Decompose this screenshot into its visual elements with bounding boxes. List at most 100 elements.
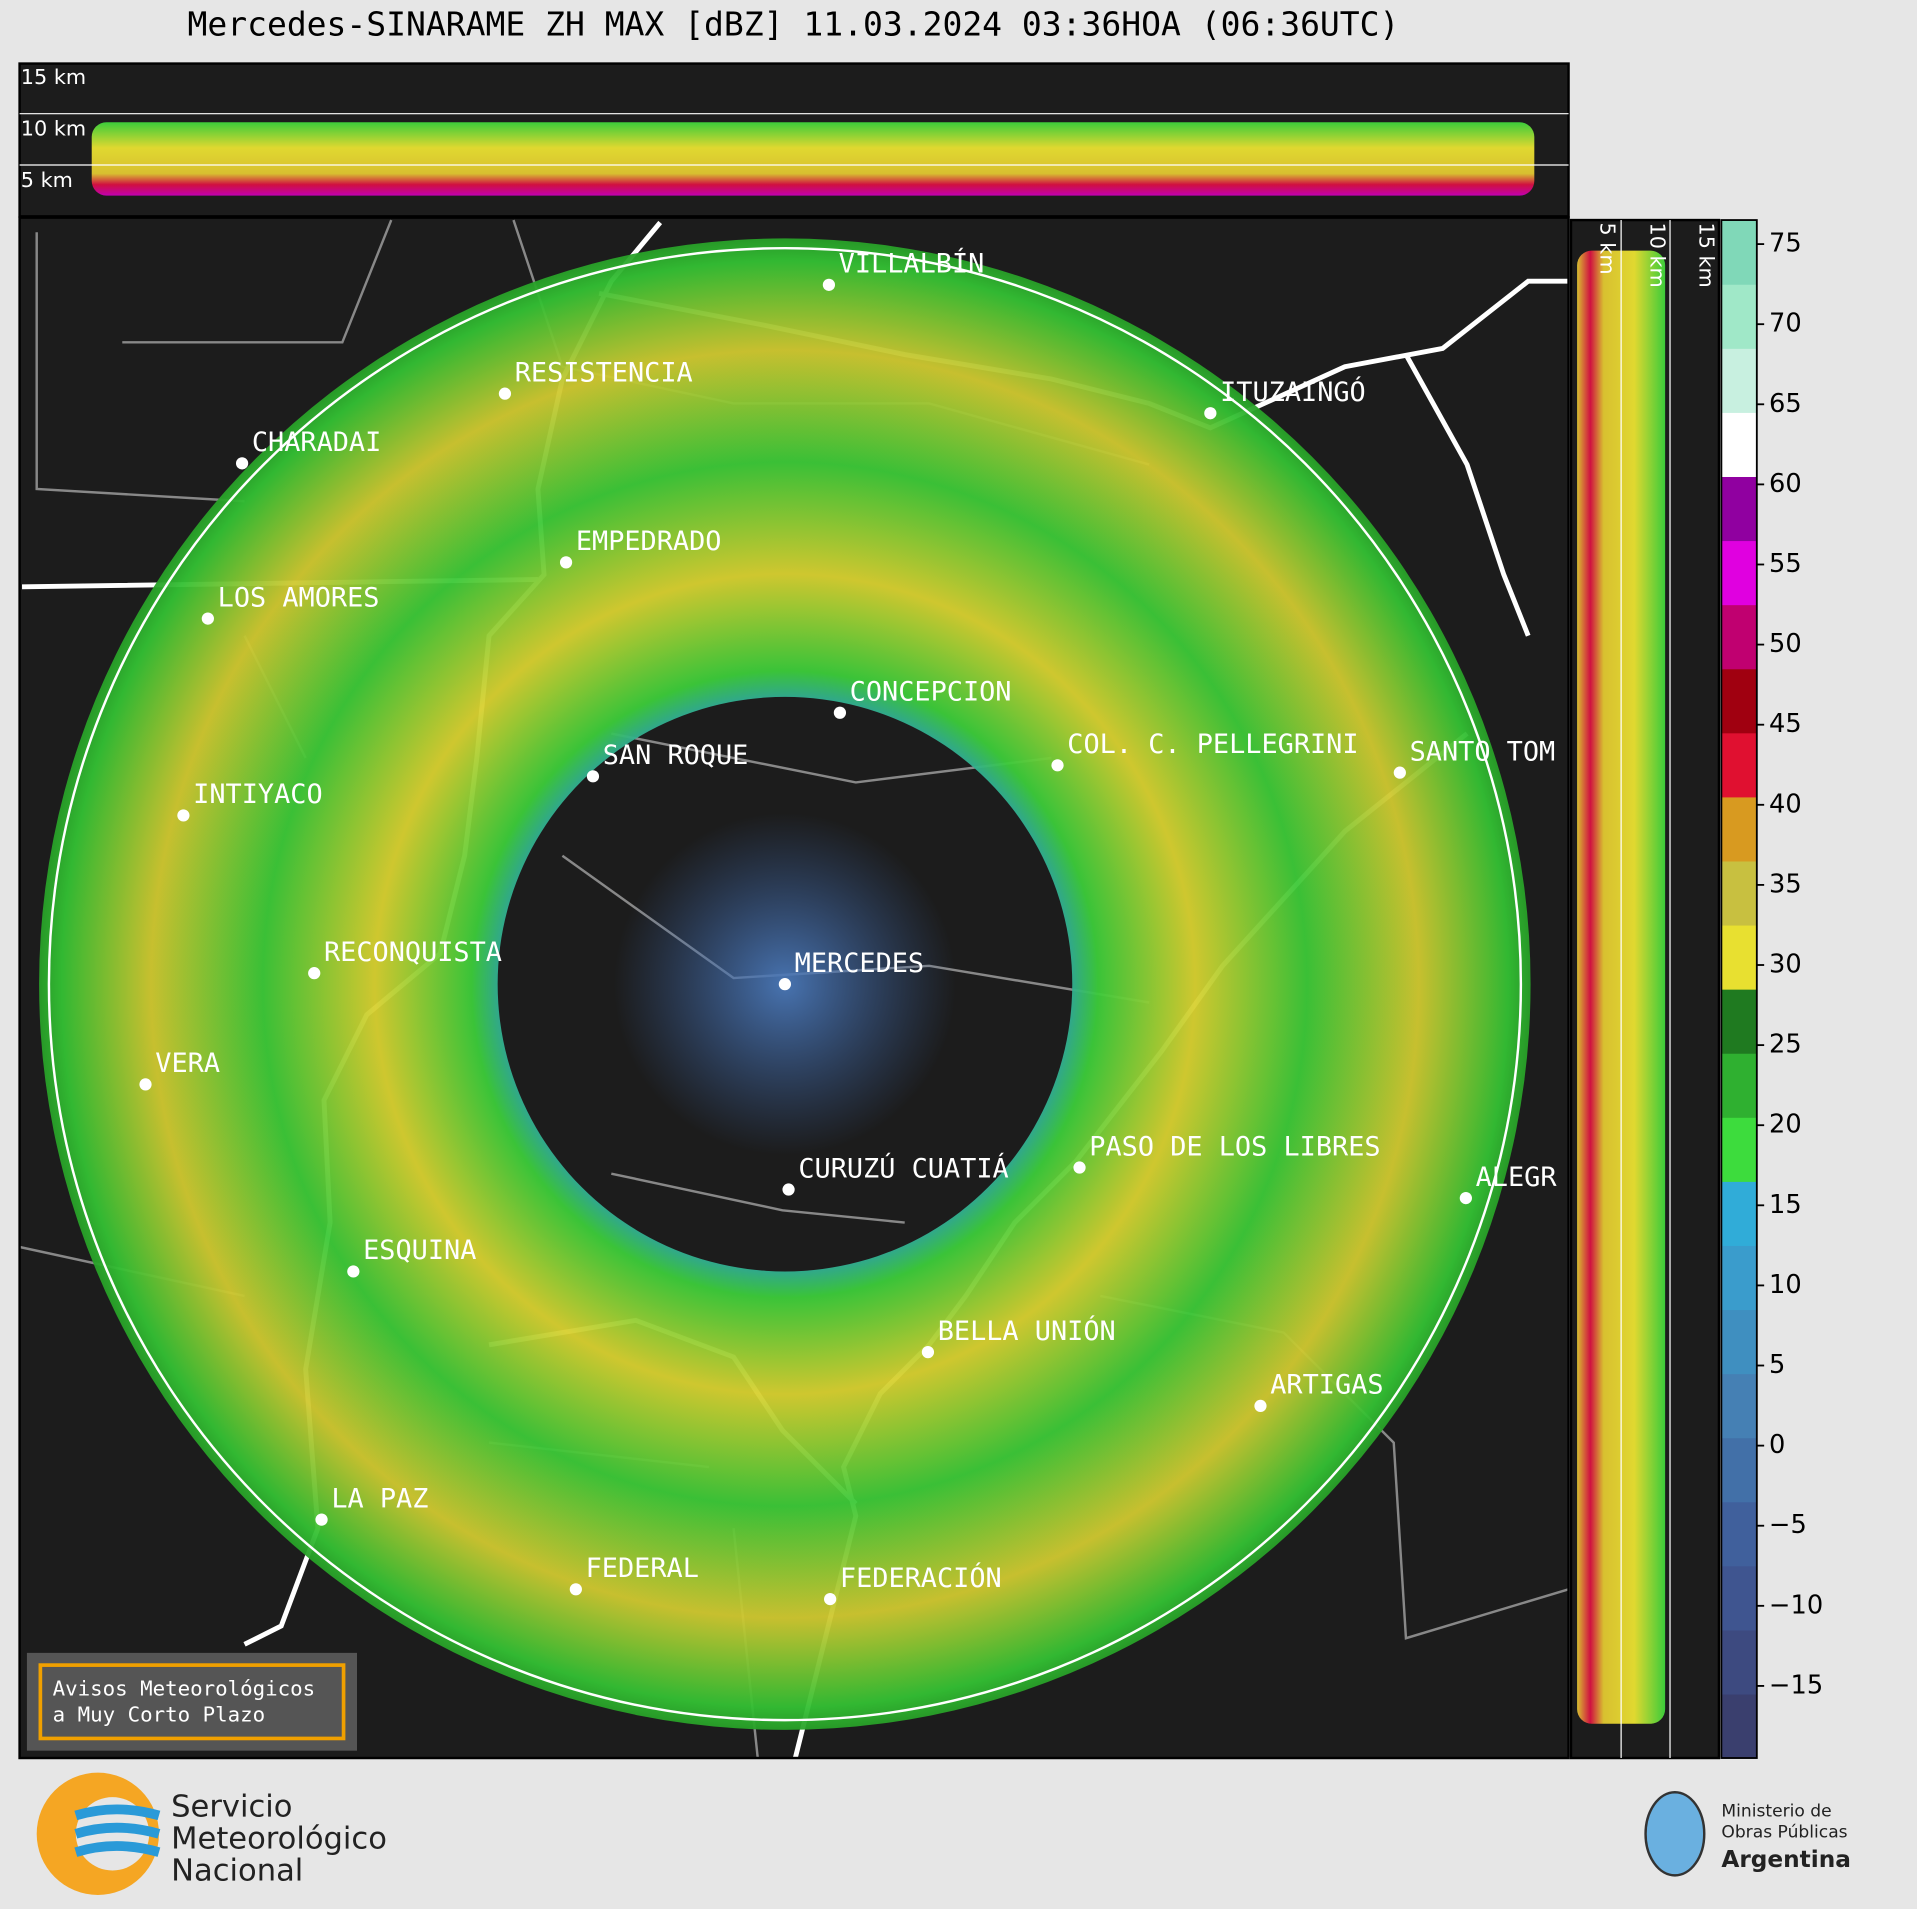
height-label: 5 km <box>21 168 73 192</box>
colorbar-tick-label: 20 <box>1769 1110 1802 1140</box>
colorbar-tick-label: 65 <box>1769 389 1802 419</box>
city-dot <box>1459 1191 1472 1205</box>
city-dot <box>559 556 573 569</box>
colorbar-band <box>1721 1117 1757 1182</box>
title: Mercedes-SINARAME ZH MAX [dBZ] 11.03.202… <box>187 4 1399 43</box>
height-label: 10 km <box>21 117 86 141</box>
colorbar: −15 −10 −5 0 5 10 15 20 25 30 35 40 45 50 55 60 65 70 75 <box>1720 219 1823 1759</box>
city-dot <box>778 978 792 991</box>
city-dot <box>586 770 600 783</box>
city-label: CURUZÚ CUATIÁ <box>798 1152 1008 1184</box>
range-ring <box>47 246 1523 1722</box>
ministry-text: Ministerio de <box>1721 1802 1831 1822</box>
colorbar-tick-label: 75 <box>1769 229 1802 259</box>
height-label: 15 km <box>21 65 86 89</box>
colorbar-tick-label: 45 <box>1769 709 1802 739</box>
city-label: LA PAZ <box>331 1483 428 1514</box>
colorbar-band <box>1721 284 1757 349</box>
city-label: CHARADAI <box>252 427 381 458</box>
smn-logo-text: Nacional <box>171 1853 303 1888</box>
colorbar-band <box>1721 540 1757 606</box>
colorbar-band <box>1721 1309 1757 1375</box>
colorbar-tick-label: 0 <box>1769 1430 1785 1460</box>
coat-of-arms <box>1644 1791 1706 1877</box>
city-label: LOS AMORES <box>218 582 380 613</box>
city-dot <box>139 1078 152 1091</box>
map-frame <box>18 216 1570 1760</box>
warning-box-bg <box>26 1652 358 1751</box>
city-dot <box>822 278 836 291</box>
city-dot <box>347 1265 360 1278</box>
city-label: SAN ROQUE <box>603 740 749 771</box>
colorbar-band <box>1721 1501 1757 1567</box>
colorbar-band <box>1721 1565 1757 1631</box>
colorbar-tick-label: 40 <box>1769 789 1802 819</box>
colorbar-band <box>1721 412 1757 477</box>
city-label: INTIYACO <box>193 779 322 810</box>
city-label: EMPEDRADO <box>576 526 722 557</box>
smn-logo-waves <box>74 1804 161 1857</box>
city-dot <box>833 706 847 719</box>
colorbar-tick-label: 60 <box>1769 469 1802 499</box>
city-dot <box>315 1513 328 1526</box>
colorbar-tick-label: −10 <box>1769 1590 1823 1620</box>
height-label: 5 km <box>1595 223 1619 275</box>
radar-echo-ring <box>39 238 1531 1730</box>
map-area: VILLALBÍN RESISTENCIA CHARADAI ITUZAINGÓ EMP… <box>19 217 1569 1759</box>
warning-box-frame <box>38 1663 346 1741</box>
city-label: ESQUINA <box>363 1235 476 1266</box>
colorbar-tick-label: −15 <box>1769 1670 1823 1700</box>
ministry-text: Obras Públicas <box>1721 1822 1847 1842</box>
height-label: 10 km <box>1645 223 1669 288</box>
colorbar-tick-label: 10 <box>1769 1270 1802 1300</box>
colorbar-band <box>1721 1629 1757 1695</box>
city-dot <box>824 1592 837 1606</box>
city-dot <box>921 1346 935 1359</box>
colorbar-band <box>1721 924 1757 990</box>
city-dot <box>1204 407 1217 420</box>
colorbar-band <box>1721 860 1757 926</box>
warning-box-line: Avisos Meteorológicos <box>53 1677 316 1701</box>
colorbar-band <box>1721 1437 1757 1503</box>
colorbar-frame <box>1720 219 1758 1759</box>
city-dot <box>1051 759 1064 772</box>
city-label: COL. C. PELLEGRINI <box>1067 729 1358 760</box>
city-dot <box>498 387 512 400</box>
colorbar-band <box>1721 1053 1757 1118</box>
colorbar-band <box>1721 989 1757 1054</box>
colorbar-band <box>1721 1181 1757 1246</box>
city-label: BELLA UNIÓN <box>938 1315 1116 1347</box>
colorbar-tick-label: 35 <box>1769 869 1802 899</box>
colorbar-band <box>1721 220 1757 285</box>
city-label: RESISTENCIA <box>515 357 693 388</box>
city-label: VILLALBÍN <box>839 248 985 280</box>
city-dot <box>569 1583 582 1596</box>
colorbar-band <box>1721 476 1757 542</box>
colorbar-band <box>1721 604 1757 670</box>
city-label: ARTIGAS <box>1270 1370 1383 1401</box>
city-dot <box>177 809 190 822</box>
city-label: SANTO TOM <box>1410 736 1556 767</box>
colorbar-tick-label: 5 <box>1769 1350 1785 1380</box>
city-label: PASO DE LOS LIBRES <box>1089 1131 1380 1162</box>
cross-section-echo <box>91 122 1535 196</box>
city-dot <box>782 1183 795 1196</box>
smn-logo-text: Meteorológico <box>171 1821 387 1856</box>
colorbar-band <box>1721 1373 1757 1439</box>
city-label: CONCEPCION <box>850 677 1012 708</box>
smn-logo-text: Servicio <box>171 1790 292 1825</box>
city-label: RECONQUISTA <box>324 937 502 968</box>
warning-box-line: a Muy Corto Plazo <box>53 1702 266 1726</box>
city-label: ITUZAINGÓ <box>1220 376 1366 408</box>
city-label: FEDERAL <box>586 1553 699 1584</box>
colorbar-band <box>1721 1245 1757 1311</box>
city-label: VERA <box>155 1048 220 1079</box>
colorbar-tick-label: 50 <box>1769 629 1802 659</box>
city-dot <box>1393 766 1406 779</box>
colorbar-band <box>1721 348 1757 413</box>
city-dot <box>1254 1399 1267 1413</box>
colorbar-tick-label: 25 <box>1769 1030 1802 1060</box>
city-label: FEDERACIÓN <box>840 1562 1002 1594</box>
